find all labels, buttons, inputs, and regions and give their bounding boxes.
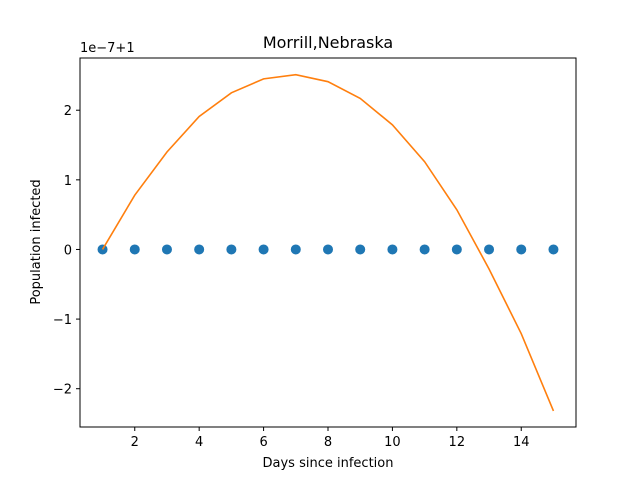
- scatter-point: [226, 244, 237, 255]
- axes-frame: [79, 57, 577, 428]
- y-tick-label: −1: [53, 313, 72, 328]
- scatter-point: [419, 244, 430, 255]
- scatter-point: [129, 244, 140, 255]
- scatter-point: [161, 244, 172, 255]
- y-tick-label: 2: [64, 104, 72, 119]
- scatter-point: [355, 244, 366, 255]
- y-axis: −2 −1 0 1 2: [53, 104, 80, 398]
- x-tick-label: 2: [131, 435, 139, 450]
- scatter-point: [258, 244, 269, 255]
- y-tick-label: 1: [64, 174, 72, 189]
- x-tick-label: 14: [513, 435, 530, 450]
- scatter-point: [451, 244, 462, 255]
- scatter-point: [387, 244, 398, 255]
- series-line: [101, 73, 555, 412]
- chart-title: Morrill,Nebraska: [263, 33, 393, 52]
- scatter-point: [194, 244, 205, 255]
- x-tick-label: 12: [449, 435, 466, 450]
- x-tick-label: 8: [324, 435, 332, 450]
- scatter-point: [323, 244, 333, 255]
- x-axis: 2 4 6 8 10 12 14: [131, 427, 530, 450]
- y-offset-label: 1e−7+1: [80, 41, 135, 56]
- y-axis-label: Population infected: [29, 179, 44, 304]
- y-tick-label: 0: [64, 243, 72, 258]
- scatter-point: [516, 244, 527, 255]
- x-tick-label: 4: [195, 435, 203, 450]
- scatter-point: [548, 244, 559, 255]
- y-tick-label: −2: [53, 383, 72, 398]
- x-tick-label: 10: [384, 435, 401, 450]
- scatter-point: [290, 244, 301, 255]
- scatter-point: [484, 244, 495, 255]
- plot-area: [97, 73, 559, 412]
- x-axis-label: Days since infection: [263, 456, 394, 471]
- x-tick-label: 6: [259, 435, 267, 450]
